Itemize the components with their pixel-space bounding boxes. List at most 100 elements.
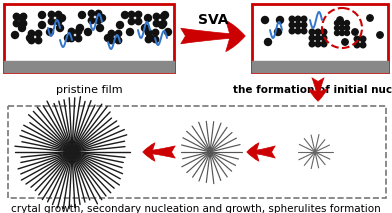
Circle shape bbox=[153, 13, 160, 20]
Circle shape bbox=[127, 29, 134, 36]
Circle shape bbox=[88, 10, 95, 17]
Circle shape bbox=[165, 29, 171, 36]
Circle shape bbox=[76, 24, 83, 32]
Circle shape bbox=[345, 20, 350, 26]
Circle shape bbox=[38, 22, 45, 29]
Circle shape bbox=[321, 41, 327, 47]
Circle shape bbox=[78, 12, 85, 19]
Circle shape bbox=[68, 35, 75, 42]
Circle shape bbox=[128, 18, 135, 25]
Circle shape bbox=[315, 35, 321, 41]
Circle shape bbox=[377, 32, 383, 38]
Circle shape bbox=[295, 16, 301, 22]
Circle shape bbox=[122, 12, 129, 19]
Circle shape bbox=[337, 17, 343, 23]
Circle shape bbox=[321, 29, 327, 35]
Circle shape bbox=[75, 35, 82, 42]
Circle shape bbox=[147, 35, 154, 42]
Circle shape bbox=[145, 36, 152, 43]
Circle shape bbox=[160, 13, 167, 20]
Circle shape bbox=[55, 11, 62, 18]
Bar bbox=[252, 61, 388, 72]
Circle shape bbox=[38, 12, 45, 19]
Bar bbox=[4, 4, 174, 72]
Circle shape bbox=[35, 37, 42, 44]
Circle shape bbox=[98, 14, 105, 22]
Circle shape bbox=[339, 26, 345, 30]
Circle shape bbox=[47, 29, 53, 36]
Circle shape bbox=[360, 36, 366, 42]
Circle shape bbox=[309, 35, 315, 41]
Circle shape bbox=[95, 17, 102, 24]
Circle shape bbox=[68, 28, 75, 35]
Circle shape bbox=[18, 14, 25, 22]
Circle shape bbox=[339, 20, 345, 26]
Circle shape bbox=[11, 32, 18, 39]
Circle shape bbox=[309, 29, 315, 35]
Circle shape bbox=[315, 29, 321, 35]
Circle shape bbox=[13, 20, 20, 27]
Circle shape bbox=[339, 30, 345, 36]
Circle shape bbox=[334, 20, 339, 26]
Circle shape bbox=[142, 24, 149, 32]
Circle shape bbox=[108, 37, 115, 44]
Circle shape bbox=[295, 28, 301, 34]
Circle shape bbox=[88, 17, 95, 24]
Circle shape bbox=[274, 29, 281, 36]
Circle shape bbox=[28, 37, 35, 44]
Circle shape bbox=[27, 35, 33, 42]
Bar bbox=[252, 4, 388, 72]
Circle shape bbox=[13, 13, 20, 20]
Circle shape bbox=[115, 30, 122, 37]
Circle shape bbox=[261, 16, 269, 23]
Circle shape bbox=[85, 29, 91, 36]
Circle shape bbox=[162, 12, 169, 19]
Text: pristine film: pristine film bbox=[56, 85, 122, 95]
Circle shape bbox=[96, 24, 103, 32]
Circle shape bbox=[345, 26, 350, 30]
Circle shape bbox=[354, 42, 360, 48]
Circle shape bbox=[276, 16, 283, 23]
Circle shape bbox=[108, 30, 115, 37]
Circle shape bbox=[20, 20, 27, 27]
Text: SVA: SVA bbox=[198, 13, 228, 27]
Circle shape bbox=[152, 29, 159, 36]
Circle shape bbox=[295, 22, 301, 28]
Circle shape bbox=[301, 28, 307, 34]
Circle shape bbox=[95, 10, 102, 17]
Circle shape bbox=[18, 24, 25, 32]
Circle shape bbox=[152, 36, 159, 43]
Circle shape bbox=[75, 28, 82, 35]
Circle shape bbox=[56, 24, 64, 32]
Circle shape bbox=[20, 13, 27, 20]
Circle shape bbox=[289, 28, 295, 34]
Circle shape bbox=[352, 29, 358, 35]
Circle shape bbox=[360, 42, 366, 48]
Circle shape bbox=[158, 22, 165, 29]
Circle shape bbox=[145, 14, 151, 22]
Circle shape bbox=[55, 18, 62, 25]
Circle shape bbox=[289, 16, 295, 22]
Circle shape bbox=[135, 11, 142, 18]
Circle shape bbox=[367, 15, 373, 21]
Circle shape bbox=[48, 11, 55, 18]
Circle shape bbox=[315, 41, 321, 47]
Circle shape bbox=[116, 22, 123, 29]
Circle shape bbox=[334, 30, 339, 36]
Circle shape bbox=[321, 35, 327, 41]
Circle shape bbox=[28, 30, 35, 37]
Circle shape bbox=[58, 14, 65, 22]
Circle shape bbox=[128, 11, 135, 18]
Circle shape bbox=[65, 35, 71, 42]
Circle shape bbox=[334, 26, 339, 30]
Circle shape bbox=[309, 41, 315, 47]
Circle shape bbox=[105, 35, 111, 42]
Bar bbox=[4, 61, 174, 72]
Text: crytal growth, secondary nucleation and growth, spherulites formation: crytal growth, secondary nucleation and … bbox=[11, 204, 381, 213]
Bar bbox=[8, 106, 386, 198]
Circle shape bbox=[35, 30, 42, 37]
Circle shape bbox=[160, 20, 167, 27]
Circle shape bbox=[289, 22, 295, 28]
Circle shape bbox=[354, 36, 360, 42]
Circle shape bbox=[145, 29, 152, 36]
